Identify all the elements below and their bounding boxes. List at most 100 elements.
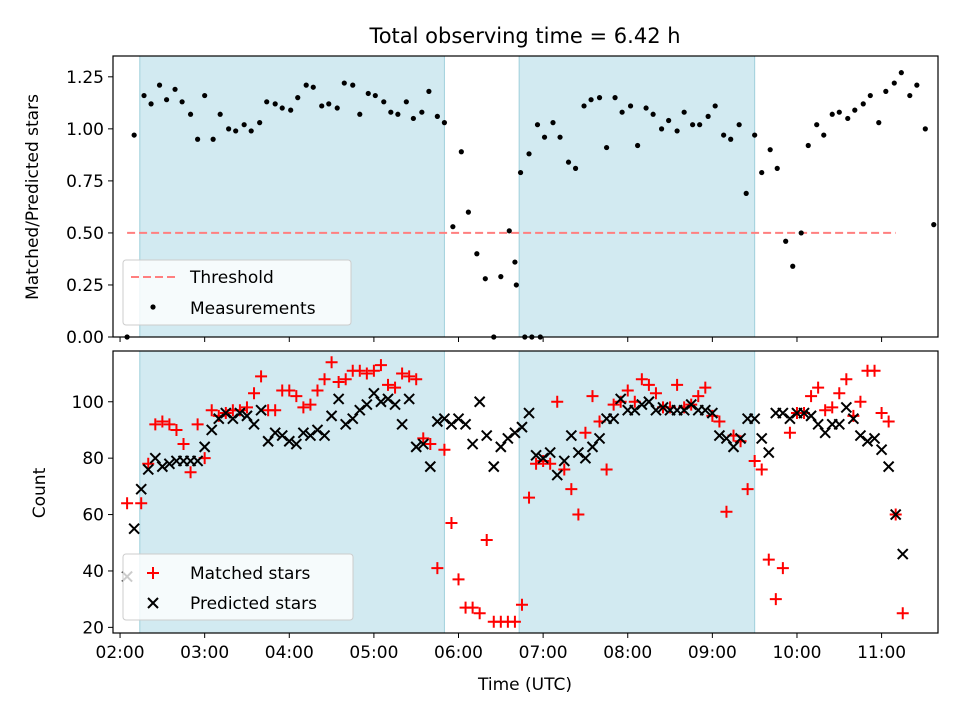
measurement-point: [172, 86, 178, 92]
predicted-star-point: [868, 432, 881, 445]
matched-star-point: [783, 426, 796, 439]
measurement-point: [458, 149, 464, 155]
matched-star-point: [621, 384, 634, 397]
predicted-star-point: [424, 460, 437, 473]
measurement-point: [372, 92, 378, 99]
measurement-point: [264, 99, 270, 105]
top-panel-axes: 0.00 0.25 0.50 0.75 1.00 1.25: [66, 55, 939, 348]
x-tick-label: 03:00: [180, 643, 229, 663]
measurement-point: [357, 111, 363, 117]
predicted-star-point: [135, 483, 147, 495]
plot-frame: [112, 350, 939, 634]
predicted-star-point: [431, 415, 444, 428]
predicted-star-point: [128, 522, 140, 535]
matched-star-point: [833, 387, 846, 400]
bottom-panel-legend-box: [122, 553, 354, 621]
measurement-point: [721, 132, 727, 138]
measurement-point: [759, 169, 765, 176]
matched-star-point: [508, 615, 521, 628]
measurement-point: [681, 109, 687, 115]
legend-measurements-dot: [150, 304, 156, 310]
measurement-point: [395, 111, 401, 117]
predicted-star-point: [459, 418, 472, 431]
bottom-panel-y-axis-label: Count: [30, 467, 50, 518]
predicted-star-point: [840, 401, 853, 414]
predicted-star-point: [488, 460, 500, 473]
predicted-star-point: [156, 460, 169, 473]
matched-star-point: [586, 390, 599, 403]
measurement-point: [588, 97, 594, 103]
matched-star-point: [896, 607, 909, 620]
measurement-point: [635, 142, 641, 149]
x-tick-label: 05:00: [349, 643, 398, 663]
predicted-star-point: [756, 432, 768, 445]
measurement-point: [141, 92, 147, 99]
predicted-star-point: [530, 449, 542, 462]
measurement-point: [650, 111, 656, 117]
matched-star-point: [473, 607, 486, 620]
measurement-point: [883, 88, 889, 94]
measurement-point: [836, 109, 842, 115]
measurement-point: [829, 111, 835, 117]
predicted-star-point: [466, 438, 479, 450]
matched-star-point: [311, 384, 324, 397]
matched-star-point: [269, 404, 282, 417]
matched-star-point: [875, 407, 888, 420]
matched-star-point: [135, 497, 148, 510]
y-tick-label: 80: [82, 449, 104, 469]
legend-matched-marker: [147, 567, 159, 579]
predicted-star-point: [847, 412, 860, 425]
measurement-point: [541, 134, 548, 140]
measurement-point: [790, 263, 796, 269]
matched-star-point: [635, 373, 648, 386]
measurement-point: [506, 228, 512, 234]
matched-star-point: [600, 463, 613, 476]
measurement-point: [931, 222, 937, 228]
measurement-point: [774, 165, 780, 171]
legend-measurements-label: Measurements: [190, 299, 316, 319]
measurement-point: [612, 95, 618, 101]
matched-star-point: [748, 454, 761, 467]
measurement-point: [666, 117, 672, 124]
measurement-point: [233, 128, 239, 134]
measurement-point: [434, 113, 440, 119]
measurement-point: [603, 144, 610, 151]
predicted-star-point: [198, 441, 211, 453]
measurement-point: [210, 136, 216, 142]
matched-star-point: [410, 373, 423, 386]
matched-star-point: [755, 463, 768, 476]
measurement-point: [658, 126, 665, 132]
matched-star-point: [438, 443, 451, 456]
predicted-star-point: [579, 452, 592, 464]
measurement-point: [914, 82, 920, 88]
predicted-star-point: [798, 407, 810, 419]
measurement-point: [226, 126, 232, 132]
measurement-point: [712, 103, 718, 109]
matched-star-point: [480, 533, 493, 546]
predicted-star-point: [516, 421, 528, 433]
predicted-star-point: [544, 446, 556, 459]
matched-star-point: [452, 573, 465, 586]
predicted-star-point: [551, 469, 563, 481]
matched-star-point: [318, 373, 331, 386]
y-tick-label: 0.75: [66, 172, 104, 192]
measurement-point: [767, 147, 773, 153]
predicted-star-point: [255, 404, 267, 416]
y-tick-label: 60: [82, 506, 104, 526]
measurement-point: [512, 259, 518, 265]
matched-star-point: [170, 423, 183, 436]
measurement-point: [272, 101, 278, 107]
measurement-point: [728, 136, 734, 142]
x-tick-label: 08:00: [603, 643, 652, 663]
matched-star-point: [240, 401, 253, 414]
matched-star-point: [805, 390, 818, 403]
measurement-point: [441, 120, 448, 126]
matched-star-point: [297, 401, 310, 414]
matched-star-point: [389, 381, 402, 394]
matched-star-point: [424, 438, 437, 451]
measurement-point: [705, 113, 711, 119]
predicted-star-point: [614, 393, 627, 405]
measurement-point: [403, 99, 409, 105]
predicted-star-point: [523, 407, 535, 419]
